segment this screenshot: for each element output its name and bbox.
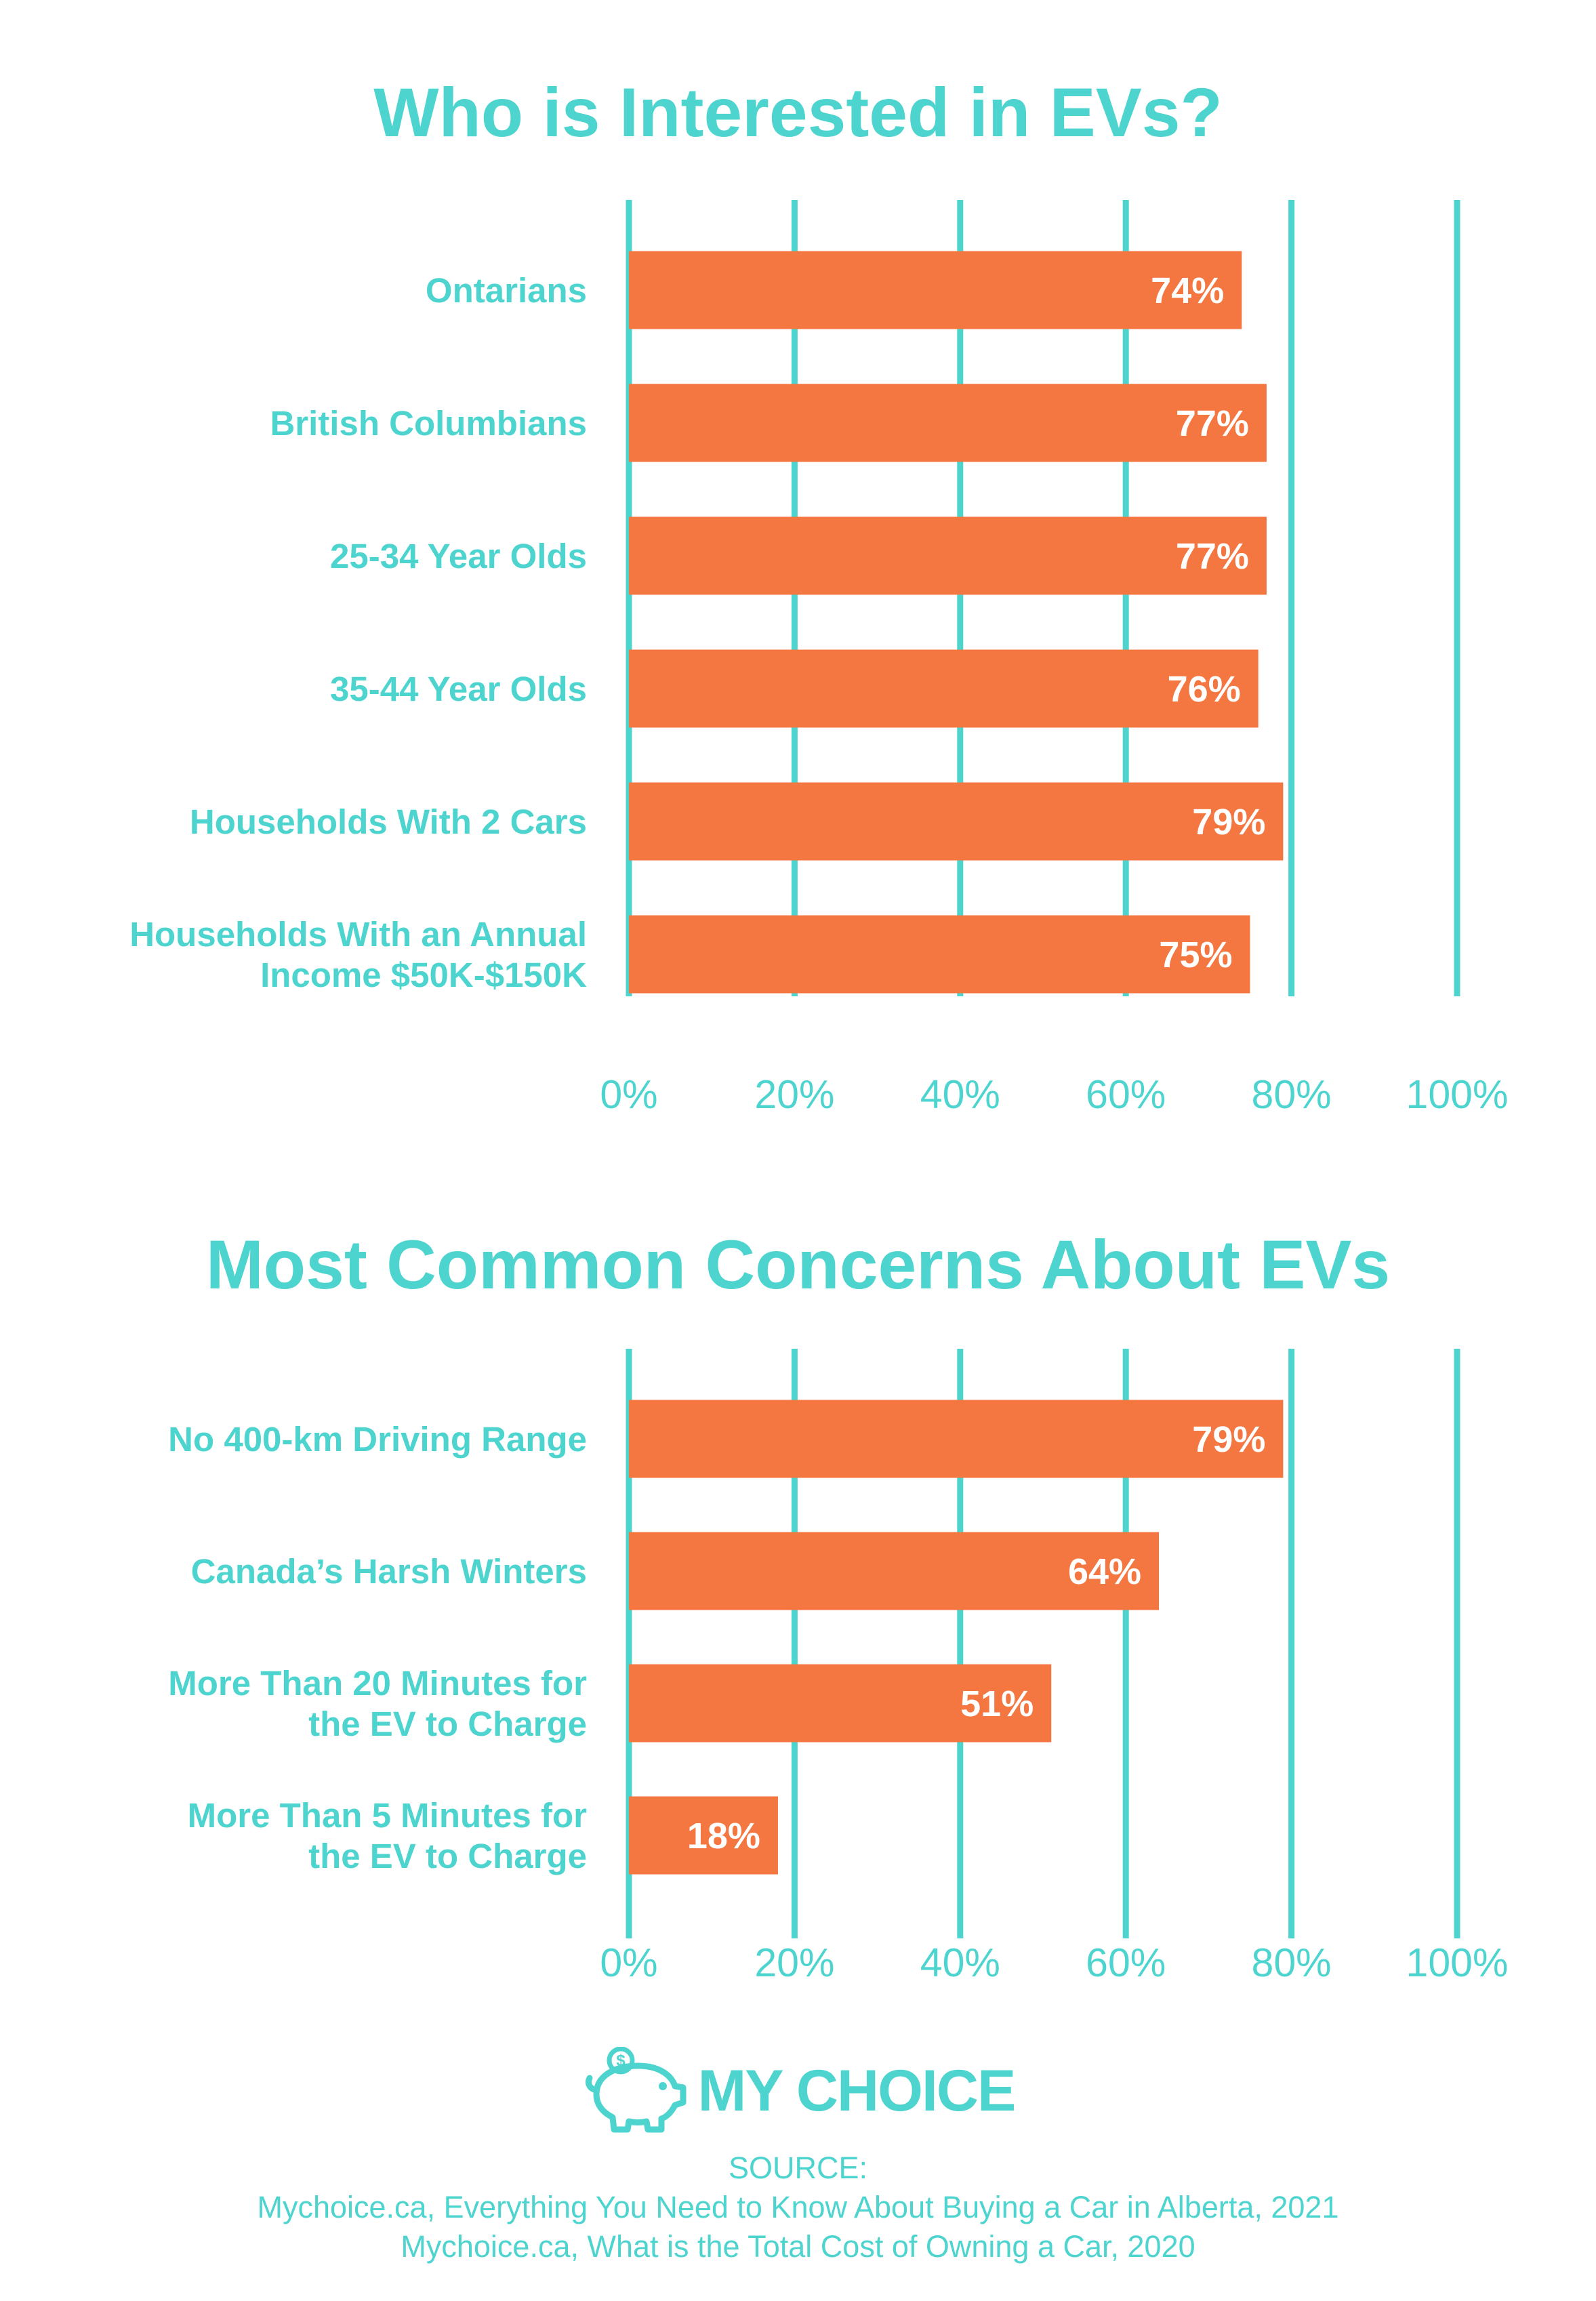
tick-label: 60% [1086, 1072, 1166, 1117]
tick-label: 40% [920, 1072, 1000, 1117]
chart-title-concerns: Most Common Concerns About EVs [205, 1226, 1391, 1303]
data-label: 75% [1159, 935, 1232, 975]
category-label: Households With an Annual [129, 915, 587, 954]
tick-label: 40% [920, 1940, 1000, 1985]
bar [629, 1664, 1052, 1743]
concerns-bar-chart: 79% No 400-km Driving Range 64% Canada’s Ha… [168, 1349, 1509, 1985]
data-label: 77% [1176, 536, 1249, 577]
category-label: the EV to Charge [308, 1705, 587, 1743]
bar [629, 516, 1267, 595]
chart-title-interest: Who is Interested in EVs? [373, 74, 1223, 151]
category-label: Canada’s Harsh Winters [191, 1552, 587, 1591]
interest-bar-chart: 74% Ontarians 77% British Columbians 77% 25-3… [129, 200, 1509, 1117]
category-label: 35-44 Year Olds [330, 670, 587, 708]
brand-logo: $ MY CHOICE [0, 2047, 1596, 2135]
bar [629, 1400, 1284, 1478]
data-label: 76% [1168, 669, 1241, 710]
tick-label: 0% [600, 1940, 657, 1985]
svg-text:$: $ [616, 2052, 626, 2070]
bar [629, 384, 1267, 462]
tick-label: 80% [1252, 1072, 1332, 1117]
bar [629, 1796, 778, 1875]
data-label: 79% [1192, 1419, 1265, 1460]
data-label: 51% [960, 1684, 1034, 1724]
source-heading: SOURCE: [728, 2151, 868, 2185]
category-label: Income $50K-$150K [260, 956, 587, 994]
tick-label: 20% [754, 1072, 834, 1117]
bar [629, 251, 1242, 329]
category-label: 25-34 Year Olds [330, 537, 587, 575]
tick-label: 100% [1406, 1072, 1509, 1117]
category-label: More Than 20 Minutes for [168, 1664, 587, 1703]
data-label: 18% [687, 1816, 760, 1856]
data-label: 64% [1068, 1551, 1141, 1592]
category-label: Households With 2 Cars [190, 802, 587, 841]
source-line: Mychoice.ca, Everything You Need to Know… [257, 2190, 1339, 2224]
data-label: 74% [1151, 270, 1224, 311]
category-label: No 400-km Driving Range [168, 1420, 587, 1459]
category-label: More Than 5 Minutes for [188, 1796, 588, 1835]
data-label: 77% [1176, 403, 1249, 444]
tick-label: 0% [600, 1072, 657, 1117]
category-label: the EV to Charge [308, 1837, 587, 1875]
bar [629, 649, 1259, 728]
piggy-bank-icon: $ [585, 2047, 687, 2133]
source-block: SOURCE: Mychoice.ca, Everything You Need… [0, 2149, 1596, 2266]
bar [629, 782, 1284, 861]
bar [629, 915, 1250, 994]
bar [629, 1532, 1160, 1610]
category-label: British Columbians [270, 404, 587, 443]
tick-label: 80% [1252, 1940, 1332, 1985]
tick-label: 20% [754, 1940, 834, 1985]
data-label: 79% [1192, 802, 1265, 842]
brand-name: MY CHOICE [697, 2058, 1017, 2123]
tick-label: 100% [1406, 1940, 1509, 1985]
source-line: Mychoice.ca, What is the Total Cost of O… [401, 2229, 1195, 2264]
category-label: Ontarians [426, 271, 587, 310]
tick-label: 60% [1086, 1940, 1166, 1985]
